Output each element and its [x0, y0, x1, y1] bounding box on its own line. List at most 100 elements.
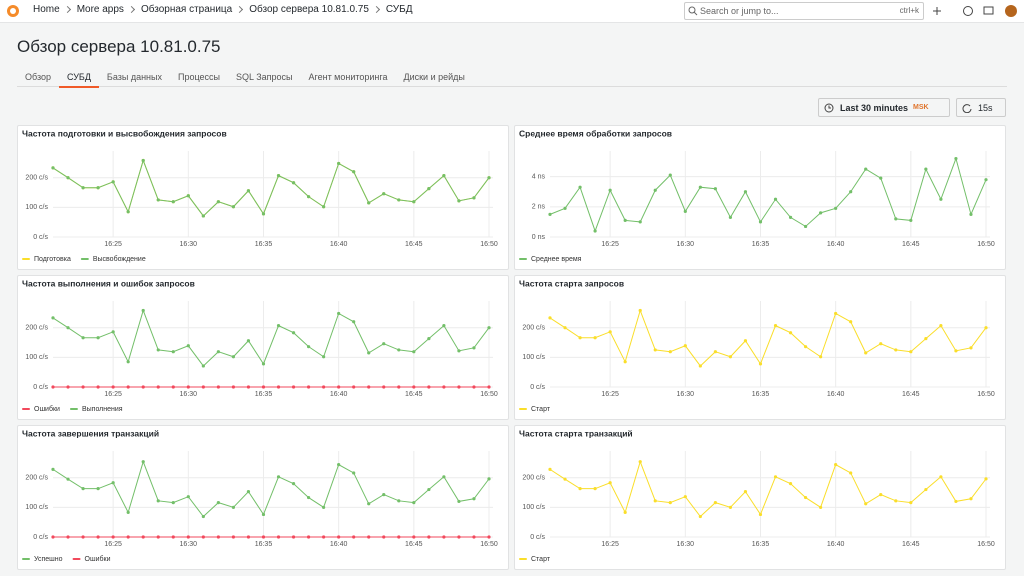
data-point [156, 499, 160, 503]
series-line [52, 158, 490, 217]
data-point [382, 492, 386, 497]
data-point [111, 481, 115, 485]
data-point [578, 336, 582, 340]
data-point [261, 212, 266, 216]
tab[interactable]: Обзор [25, 72, 51, 82]
search-box[interactable]: Search or jump to... ctrl+k [684, 2, 924, 20]
data-point [623, 510, 627, 514]
x-tick-label: 16:35 [752, 541, 770, 548]
x-tick-label: 16:45 [405, 391, 423, 398]
series-line [549, 156, 987, 233]
data-point [668, 173, 672, 177]
data-point [337, 463, 341, 467]
data-point [261, 512, 266, 517]
data-point [352, 385, 356, 389]
data-point [291, 535, 296, 539]
series-line [52, 460, 490, 518]
data-point [803, 224, 808, 229]
data-point [864, 167, 868, 171]
data-point [367, 201, 371, 205]
data-point [728, 355, 733, 359]
data-point [969, 212, 973, 216]
data-point [487, 535, 491, 539]
x-tick-label: 16:40 [827, 541, 845, 548]
data-point [126, 510, 130, 514]
chart: Частота выполнения и ошибок запросов 0 c/… [22, 278, 498, 413]
data-point [984, 326, 988, 330]
data-point [803, 345, 808, 349]
data-point [352, 535, 356, 539]
data-point [261, 535, 266, 539]
panel-title: Частота старта запросов [519, 278, 624, 288]
data-point [939, 475, 943, 479]
data-point [773, 475, 778, 479]
x-tick-label: 16:50 [480, 241, 498, 248]
data-point [412, 501, 416, 505]
data-point [909, 218, 913, 223]
panel-title: Частота выполнения и ошибок запросов [22, 278, 195, 288]
x-tick-label: 16:40 [330, 541, 348, 548]
x-tick-label: 16:25 [104, 391, 122, 398]
tab[interactable]: Агент мониторинга [308, 72, 388, 82]
breadcrumb[interactable]: Обзорная страница [140, 4, 233, 15]
data-point [457, 535, 461, 539]
data-point [261, 385, 266, 389]
data-point [548, 212, 552, 216]
data-point [442, 385, 446, 389]
breadcrumb[interactable]: Home [33, 4, 60, 15]
data-point [231, 355, 236, 359]
data-point [141, 460, 145, 464]
tab[interactable]: Процессы [178, 72, 221, 82]
data-point [472, 346, 476, 350]
data-point [291, 331, 296, 335]
data-point [397, 385, 401, 389]
data-point [171, 535, 175, 539]
legend-swatch [519, 258, 527, 260]
data-point [653, 348, 657, 352]
x-tick-label: 16:50 [977, 391, 995, 398]
x-tick-label: 16:40 [330, 391, 348, 398]
data-point [367, 351, 371, 355]
y-tick-label: 2 ns [532, 204, 546, 211]
tab[interactable]: СУБД [59, 70, 99, 88]
data-point [608, 481, 612, 485]
tab[interactable]: SQL Запросы [236, 72, 293, 82]
x-tick-label: 16:45 [902, 541, 920, 548]
chart: Частота старта транзакций 0 c/s 100 c/s 200… [519, 428, 995, 563]
data-point [397, 535, 401, 539]
data-point [487, 176, 491, 180]
data-point [698, 514, 702, 519]
data-point [849, 320, 853, 324]
data-point [623, 360, 627, 364]
logo[interactable] [6, 4, 20, 18]
data-point [427, 337, 431, 341]
x-tick-label: 16:35 [752, 241, 770, 248]
data-point [337, 385, 341, 389]
tab[interactable]: Диски и рейды [403, 72, 465, 82]
x-tick-label: 16:50 [480, 391, 498, 398]
x-tick-label: 16:45 [902, 391, 920, 398]
data-point [126, 385, 130, 389]
breadcrumb[interactable]: Обзор сервера 10.81.0.75 [249, 4, 369, 15]
chart: Частота старта запросов 0 c/s 100 c/s 200 c… [519, 278, 995, 413]
data-point [246, 189, 251, 193]
top-icons[interactable] [930, 0, 1020, 22]
panel: Частота старта транзакций 0 c/s 100 c/s 200… [514, 425, 1006, 570]
time-picker[interactable]: Last 30 minutes MSK [818, 98, 950, 117]
data-point [126, 535, 130, 539]
data-point [111, 385, 115, 389]
tab[interactable]: Базы данных [106, 72, 162, 82]
refresh-picker[interactable]: 15s [956, 98, 1006, 117]
data-point [201, 535, 205, 539]
data-point [111, 330, 115, 334]
breadcrumb[interactable]: More apps [76, 4, 124, 15]
data-point [111, 180, 115, 184]
data-point [713, 501, 717, 505]
data-point [126, 360, 130, 364]
breadcrumb[interactable]: СУБД [385, 4, 413, 15]
data-point [141, 158, 145, 163]
data-point [216, 385, 220, 389]
legend-swatch [72, 558, 81, 560]
data-point [683, 209, 687, 213]
data-point [186, 194, 190, 198]
